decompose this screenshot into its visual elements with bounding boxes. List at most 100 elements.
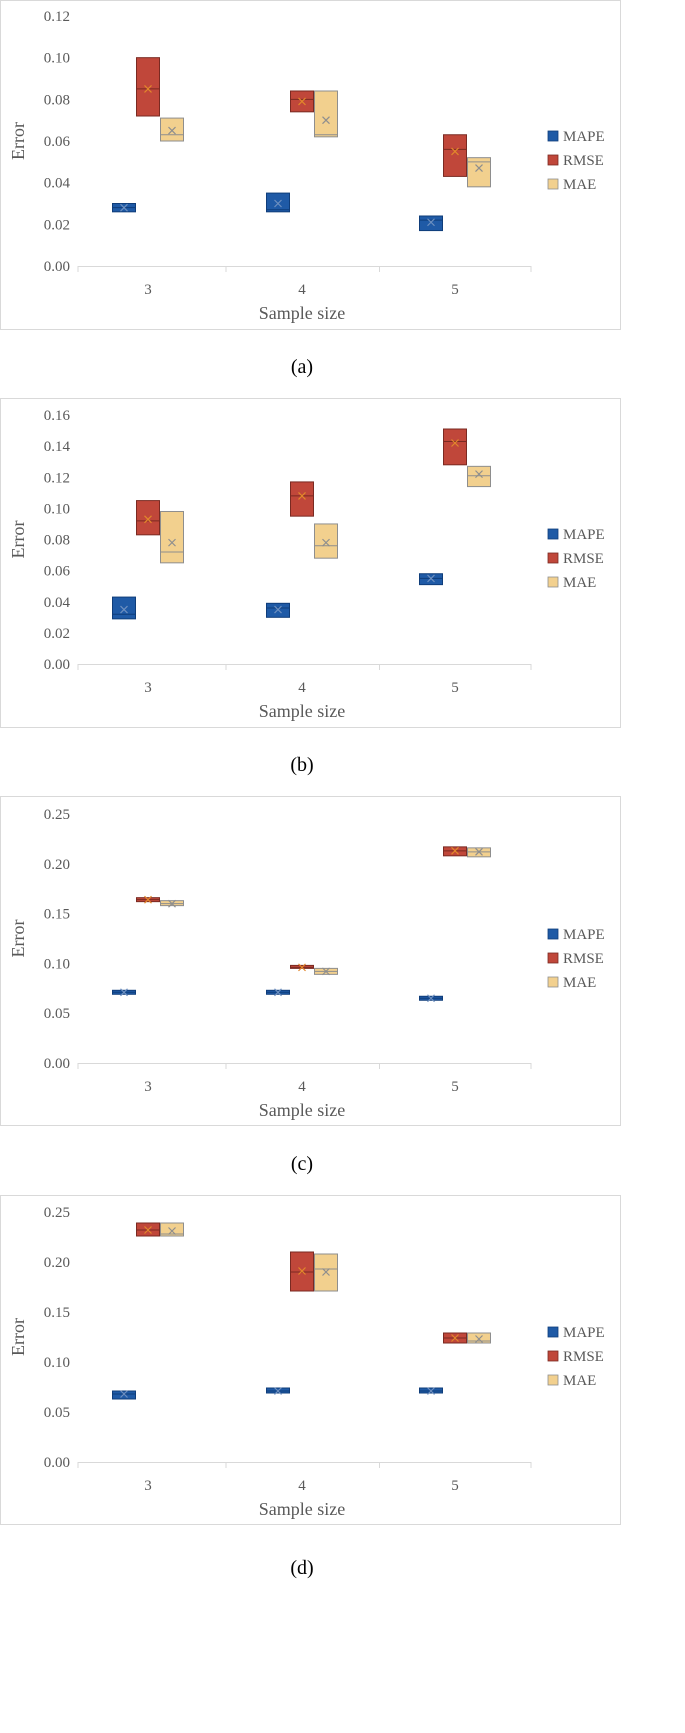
rmse-mean-marker [451,439,459,447]
x-axis-title: Sample size [259,1100,345,1120]
rmse-mean-marker [144,1226,152,1234]
mae-box [314,90,338,138]
mae-mean-marker [475,847,483,856]
mae-mean-marker [322,116,330,125]
rmse-mean-marker [144,515,152,524]
rmse-mean-marker [298,97,306,106]
x-tick-label: 5 [451,680,459,696]
rmse-mean-marker [451,846,459,855]
legend-swatch-rmse [547,154,559,166]
mae-box [160,117,184,142]
y-tick-label: 0.06 [44,564,71,580]
mae-box [467,157,491,188]
mae-box [314,523,338,559]
rmse-box [136,57,160,117]
y-tick-label: 0.14 [44,439,71,455]
y-tick-label: 0.20 [44,857,70,873]
legend-swatch-rmse [547,1350,559,1362]
mape-mean-marker [274,199,282,208]
legend-label-mae: MAE [563,1373,596,1389]
y-tick-label: 0.05 [44,1006,70,1022]
legend-swatch-mae [547,576,559,588]
y-tick-label: 0.15 [44,1305,70,1321]
x-axis-title: Sample size [259,1499,345,1519]
y-tick-label: 0.04 [44,595,71,611]
chart-frame [0,0,621,330]
chart-panel-a: 0.00 0.02 0.04 0.06 0.08 0.10 0.12 3 4 5 Sample si… [0,0,621,378]
y-tick-label: 0.02 [44,626,70,642]
y-axis-title: Error [8,920,28,958]
legend-swatch-mae [547,1374,559,1386]
mae-mean-marker [322,538,330,547]
mape-box [112,596,136,620]
chart-panel-c: 0.00 0.05 0.10 0.15 0.20 0.25 3 4 5 Sample size Er… [0,796,621,1175]
y-axis-title: Error [8,1318,28,1356]
mape-mean-marker [427,994,435,1003]
x-tick-label: 3 [144,1079,152,1095]
legend-swatch-mae [547,976,559,988]
mape-mean-marker [427,574,435,583]
rmse-box [443,134,467,177]
rmse-mean-marker [144,84,152,93]
legend-label-mae: MAE [563,575,596,591]
mae-mean-marker [168,538,176,547]
legend-label-rmse: RMSE [563,551,604,567]
y-tick-label: 0.10 [44,956,70,972]
legend-swatch-mape [547,130,559,142]
rmse-mean-marker [298,1267,306,1275]
mae-mean-marker [475,164,483,173]
mape-box [419,215,443,232]
y-tick-label: 0.06 [44,134,71,150]
y-tick-label: 0.00 [44,1056,70,1072]
mape-box [112,1390,136,1400]
mape-mean-marker [120,1390,128,1398]
x-tick-label: 4 [298,1478,306,1494]
y-tick-label: 0.15 [44,907,70,923]
mae-mean-marker [475,470,483,479]
rmse-box [290,481,314,517]
x-tick-label: 5 [451,1079,459,1095]
rmse-box [136,500,160,536]
mae-box [467,465,491,488]
mae-box [160,1222,184,1237]
x-tick-label: 5 [451,1478,459,1494]
mape-mean-marker [120,203,128,212]
x-axis-title: Sample size [259,303,345,323]
mae-box [160,510,184,564]
rmse-mean-marker [298,492,306,500]
x-tick-label: 4 [298,1079,306,1095]
y-tick-label: 0.12 [44,470,70,486]
y-tick-label: 0.25 [44,807,70,823]
chart-panel-b: 0.00 0.02 0.04 0.06 0.08 0.10 0.12 0.14 0.16 3 4 5 S… [0,398,621,776]
rmse-box [443,428,467,466]
y-axis-title: Error [8,122,28,160]
mae-mean-marker [168,899,176,908]
legend-label-mae: MAE [563,177,596,193]
legend-label-mape: MAPE [563,1325,605,1341]
rmse-mean-marker [144,895,152,904]
chart-frame [0,796,621,1126]
legend-label-mape: MAPE [563,527,605,543]
mae-mean-marker [322,1268,330,1276]
rmse-mean-marker [451,1334,459,1342]
chart-frame [0,1195,621,1525]
y-tick-label: 0.00 [44,657,70,673]
mape-mean-marker [274,988,282,997]
legend-swatch-mae [547,178,559,190]
legend-label-rmse: RMSE [563,951,604,967]
mape-mean-marker [274,1387,282,1395]
y-tick-label: 0.08 [44,533,70,549]
x-tick-label: 3 [144,680,152,696]
mape-mean-marker [427,218,435,227]
mae-mean-marker [322,967,330,976]
panel-caption: (d) [290,1557,313,1579]
y-tick-label: 0.00 [44,259,70,275]
panel-caption: (a) [291,356,313,378]
y-tick-label: 0.10 [44,501,70,517]
rmse-mean-marker [298,963,306,972]
y-tick-label: 0.12 [44,9,70,25]
mape-mean-marker [274,605,282,614]
mae-box [467,1332,491,1344]
legend-swatch-mape [547,1326,559,1338]
